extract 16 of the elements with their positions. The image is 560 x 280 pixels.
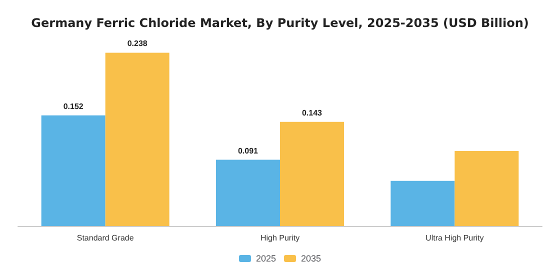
bar (41, 115, 106, 226)
bar (105, 52, 170, 226)
chart-title: Germany Ferric Chloride Market, By Purity Level, 2025-2035 (USD Billion) (31, 16, 529, 30)
data-label: 0.238 (127, 39, 148, 48)
bar (280, 122, 344, 226)
data-label: 0.152 (63, 102, 84, 111)
x-tick-label: Standard Grade (76, 234, 134, 242)
legend-label: 2035 (301, 254, 322, 264)
bar (216, 160, 280, 226)
bar (454, 151, 519, 226)
bar (390, 180, 455, 226)
x-tick-label: Ultra High Purity (426, 234, 484, 242)
data-label: 0.143 (302, 108, 323, 118)
x-tick-label: High Purity (260, 234, 300, 242)
legend-label: 2025 (256, 254, 276, 264)
data-label: 0.091 (238, 146, 259, 156)
